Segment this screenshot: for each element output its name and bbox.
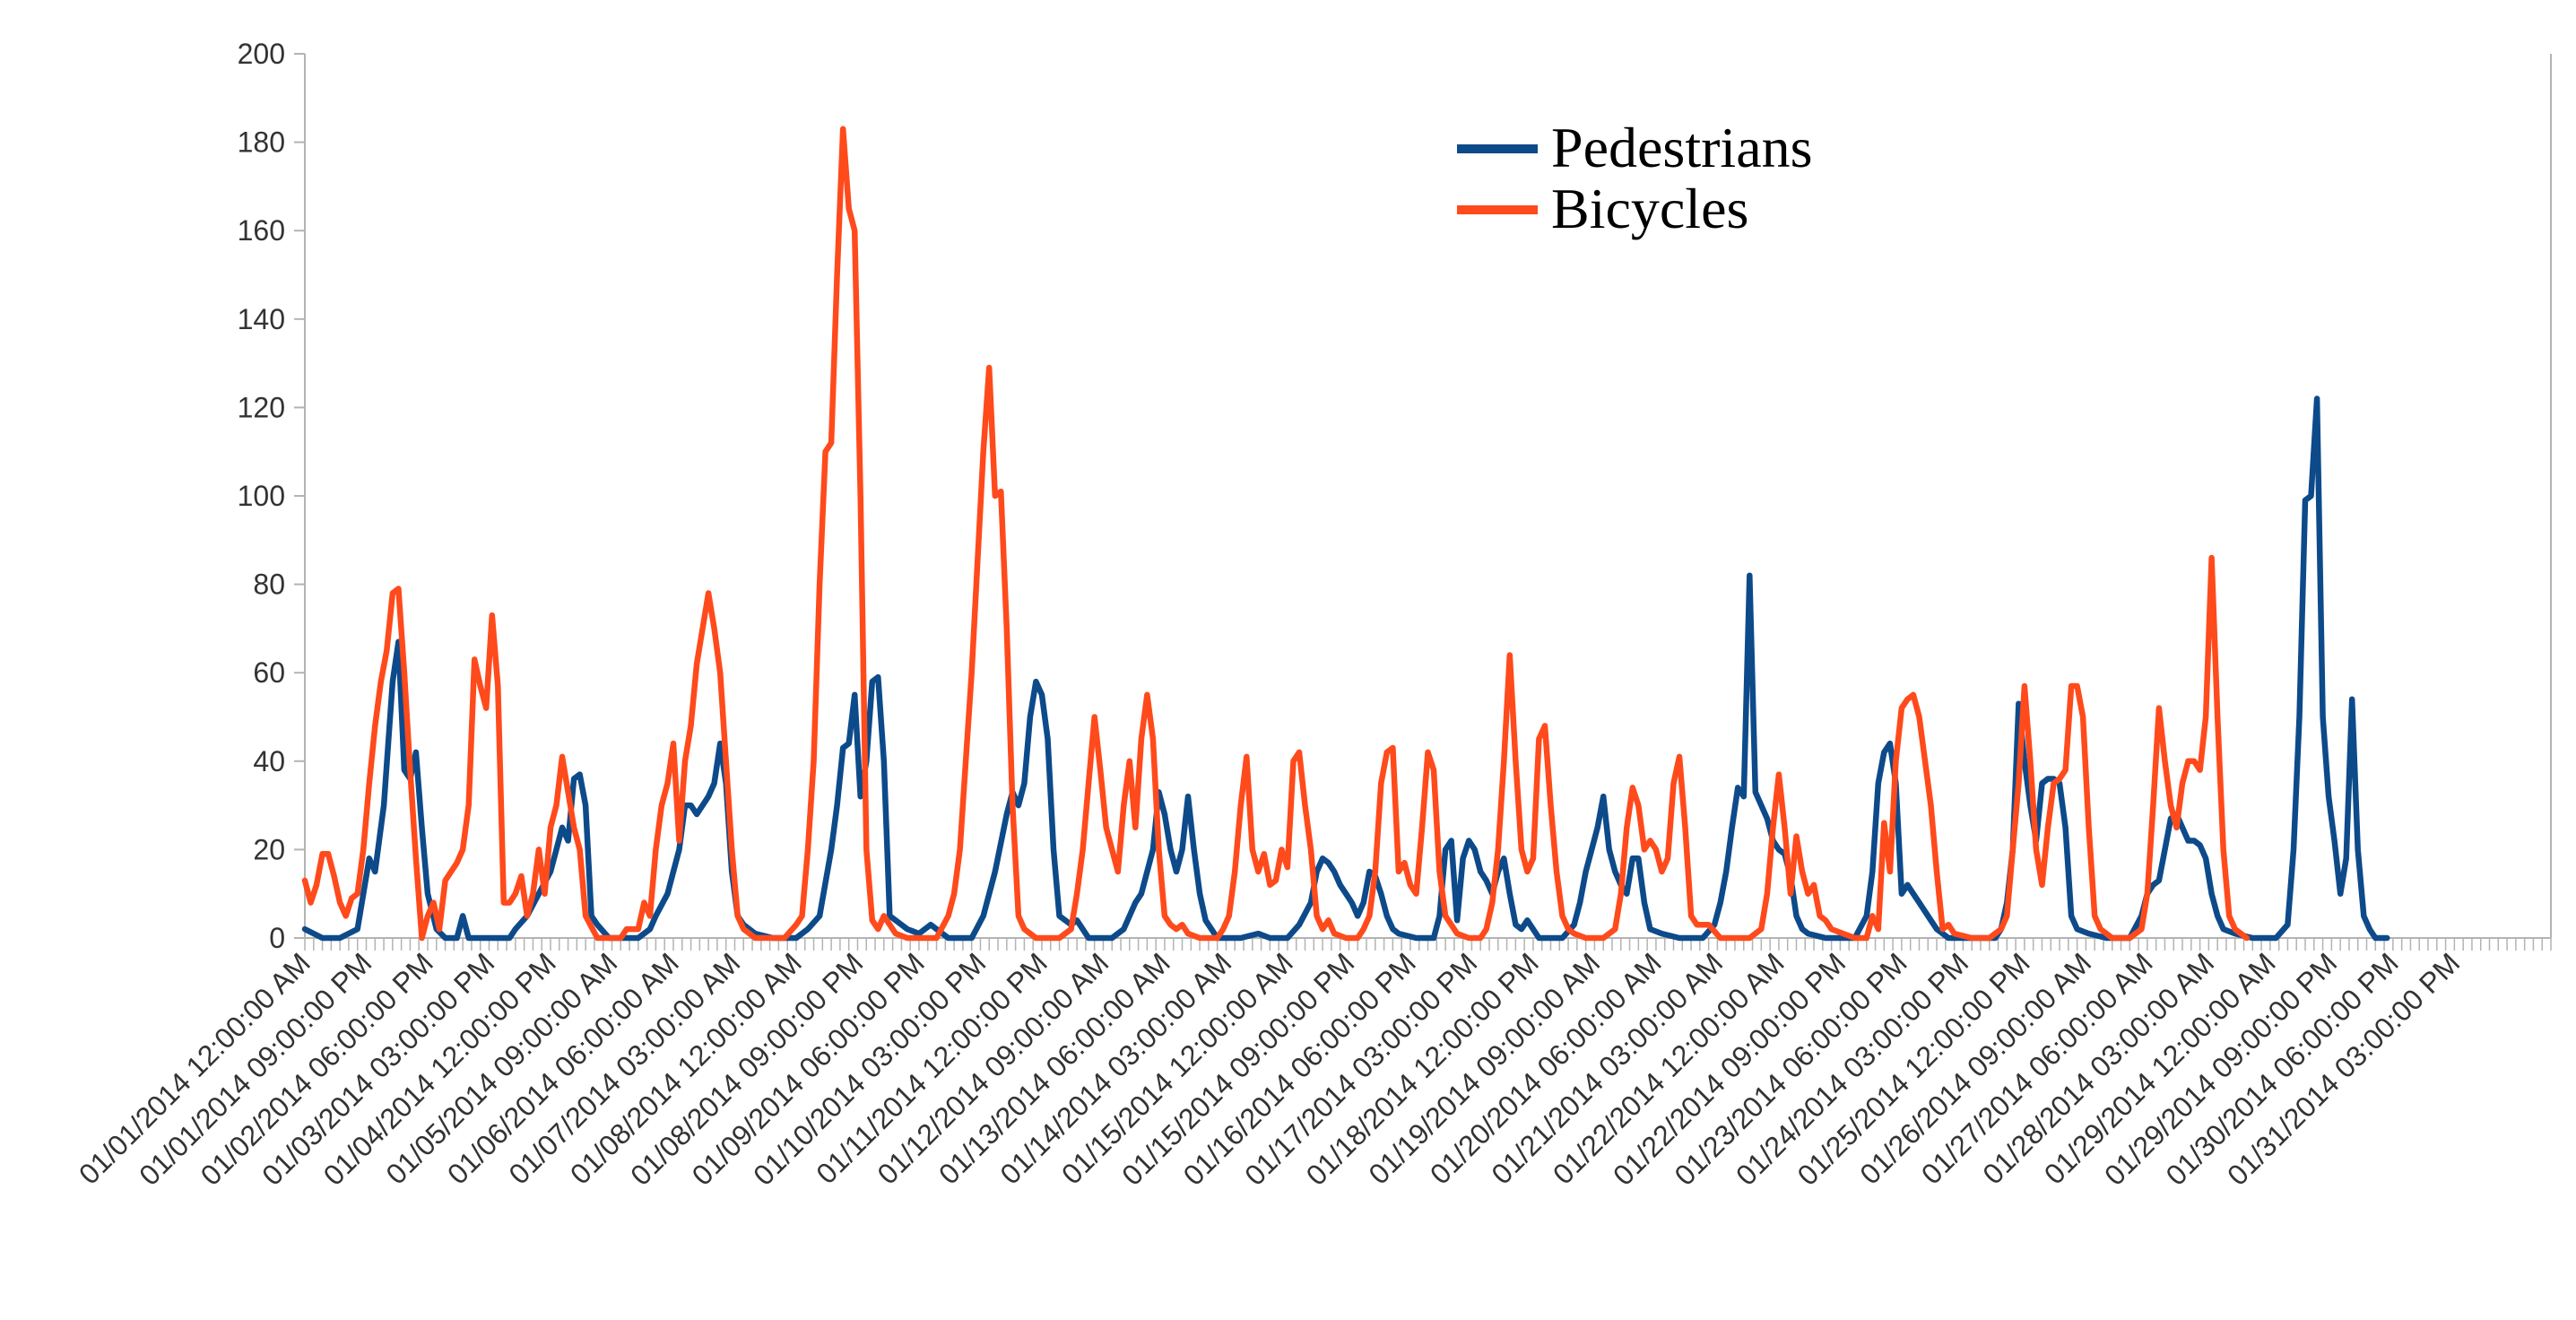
y-axis: 0 20 40 60 80 100 120 140 160 180 200 (238, 38, 2552, 954)
legend-label-bicycles: Bicycles (1551, 177, 1748, 240)
y-tick-label: 140 (238, 303, 285, 335)
y-tick-label: 160 (238, 214, 285, 247)
series-line-pedestrians (301, 395, 2390, 942)
y-tick-label: 200 (238, 38, 285, 70)
legend-label-pedestrians: Pedestrians (1551, 116, 1813, 179)
y-tick-label: 180 (238, 126, 285, 159)
y-tick-label: 100 (238, 480, 285, 512)
y-tick-label: 80 (253, 569, 285, 601)
series-lines (301, 126, 2390, 942)
y-tick-label: 40 (253, 745, 285, 777)
legend: Pedestrians Bicycles (1457, 116, 1813, 240)
series-line-bicycles (301, 126, 2251, 942)
y-tick-label: 120 (238, 391, 285, 423)
y-tick-label: 0 (269, 922, 285, 954)
y-tick-label: 20 (253, 833, 285, 865)
y-tick-label: 60 (253, 656, 285, 689)
